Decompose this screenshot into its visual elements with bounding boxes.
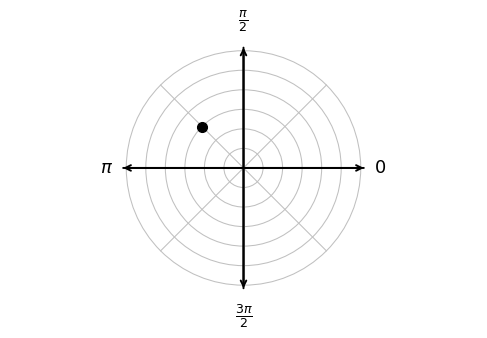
Text: $\pi$: $\pi$ [100, 159, 113, 177]
Text: $\frac{3\pi}{2}$: $\frac{3\pi}{2}$ [235, 302, 252, 330]
Text: $0$: $0$ [374, 159, 386, 177]
Text: $\frac{\pi}{2}$: $\frac{\pi}{2}$ [239, 8, 248, 34]
